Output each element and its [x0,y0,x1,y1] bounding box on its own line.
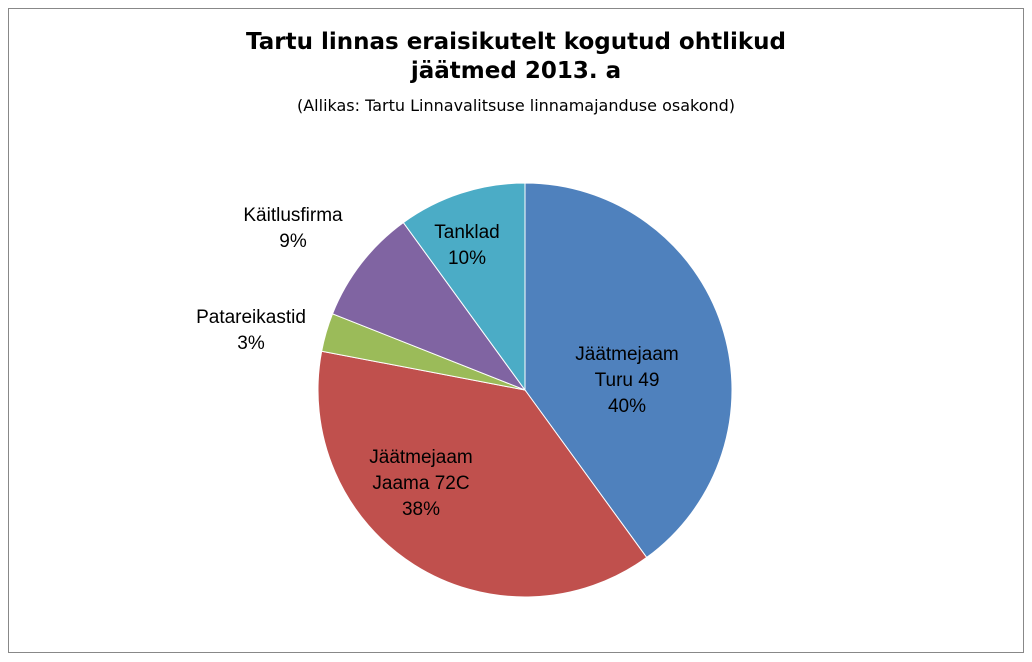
pie-slice [402,182,526,392]
value-label: 10% [447,248,487,269]
title-wrap: Tartu linnas eraisikutelt kogutud ohtlik… [0,28,1032,86]
category-label: Jäätmejaam Jaama 72C [369,447,473,494]
category-label: Patareikastid [196,307,306,328]
slice-label: Tanklad 10% [402,220,532,272]
value-label: 38% [401,499,441,520]
category-label: Jäätmejaam Turu 49 [575,344,679,391]
slice-label: Jäätmejaam Turu 49 40% [562,342,692,420]
slice-label: Jäätmejaam Jaama 72C 38% [356,445,486,523]
pie-slice [524,182,733,559]
value-label: 40% [607,396,647,417]
slice-label: Käitlusfirma 9% [228,203,358,255]
slice-label: Patareikastid 3% [186,305,316,357]
category-label: Käitlusfirma [243,205,343,226]
pie-slice [317,350,648,598]
pie-slice [331,221,527,392]
value-label: 3% [237,333,265,354]
value-label: 9% [279,231,307,252]
chart-subtitle: (Allikas: Tartu Linnavalitsuse linnamaja… [296,96,736,115]
chart-title: Tartu linnas eraisikutelt kogutud ohtlik… [246,29,786,84]
category-label: Tanklad [434,222,500,243]
